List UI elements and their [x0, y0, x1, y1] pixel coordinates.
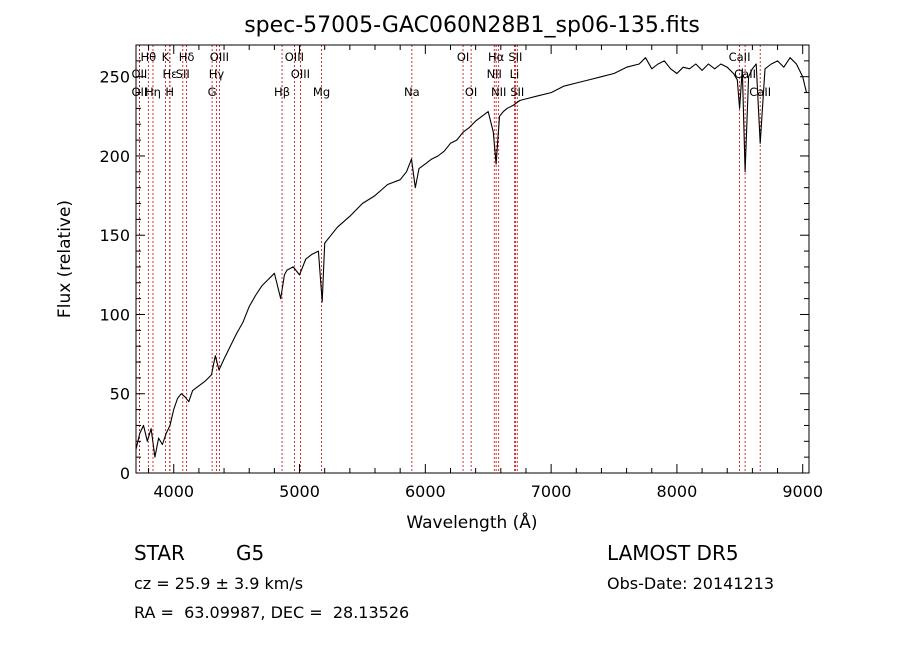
spectral-line-label-12: Hγ [209, 67, 225, 81]
object-subclass: G5 [236, 541, 265, 565]
plot-frame [135, 44, 810, 474]
spectral-line-label-15: Li [510, 67, 520, 81]
spectral-line-label-6: Hα [488, 50, 505, 64]
spectral-line-label-1: K [162, 50, 170, 64]
x-axis-ticks: 4000 5000 6000 7000 8000 9000 [148, 45, 823, 501]
spectral-line-label-21: Hβ [274, 85, 290, 99]
y-axis-label: Flux (relative) [55, 200, 75, 318]
redshift-velocity: cz = 25.9 ± 3.9 km/s [134, 574, 304, 593]
spectral-line-label-25: NII [491, 85, 506, 99]
spectral-line-label-16: CaII [734, 67, 756, 81]
spectral-line-label-24: OI [465, 85, 477, 99]
spectral-line-label-22: Mg [313, 85, 330, 99]
y-tick-label-150: 150 [99, 226, 130, 245]
spectral-line-label-3: OIII [210, 50, 229, 64]
spectral-line-label-14: NII [487, 67, 502, 81]
spectrum-series-line [135, 57, 808, 458]
spectral-line-label-26: SII [510, 85, 524, 99]
x-tick-label-4000: 4000 [153, 482, 194, 501]
x-tick-label-9000: 9000 [782, 482, 823, 501]
spectral-line-label-2: Hδ [179, 50, 195, 64]
spectral-line-label-17: OII [131, 85, 147, 99]
spectral-line-label-11: SII [176, 67, 190, 81]
spectral-line-markers [138, 45, 761, 473]
spectral-line-label-4: OIII [285, 50, 304, 64]
survey-name: LAMOST DR5 [607, 541, 739, 565]
y-tick-label-250: 250 [99, 68, 130, 87]
y-tick-label-200: 200 [99, 147, 130, 166]
spectral-line-label-27: CaII [749, 85, 771, 99]
x-tick-label-6000: 6000 [405, 482, 446, 501]
spectral-line-label-8: CaII [729, 50, 751, 64]
y-tick-label-0: 0 [120, 464, 130, 483]
object-class: STAR [134, 541, 185, 565]
x-tick-label-8000: 8000 [657, 482, 698, 501]
spectral-line-label-19: H [165, 85, 174, 99]
spectral-line-label-10: Hε [163, 67, 178, 81]
observation-date: Obs-Date: 20141213 [607, 574, 775, 593]
spectral-line-label-9: OII [131, 67, 147, 81]
x-tick-label-7000: 7000 [531, 482, 572, 501]
x-axis-label: Wavelength (Å) [406, 511, 537, 533]
spectral-line-label-5: OI [457, 50, 469, 64]
sky-coordinates: RA = 63.09987, DEC = 28.13526 [134, 603, 410, 622]
spectral-line-label-23: Na [404, 85, 420, 99]
spectral-line-label-20: G [208, 85, 217, 99]
y-tick-label-50: 50 [110, 385, 130, 404]
spectral-line-label-13: OIII [291, 67, 310, 81]
chart-title: spec-57005-GAC060N28B1_sp06-135.fits [244, 13, 700, 38]
x-tick-label-5000: 5000 [279, 482, 320, 501]
y-tick-label-100: 100 [99, 305, 130, 324]
y-axis-ticks: 0 50 100 150 200 250 [99, 44, 809, 483]
spectral-line-label-18: Hη [145, 85, 161, 99]
spectral-line-label-0: Hθ [140, 50, 156, 64]
spectral-line-label-7: SII [508, 50, 522, 64]
